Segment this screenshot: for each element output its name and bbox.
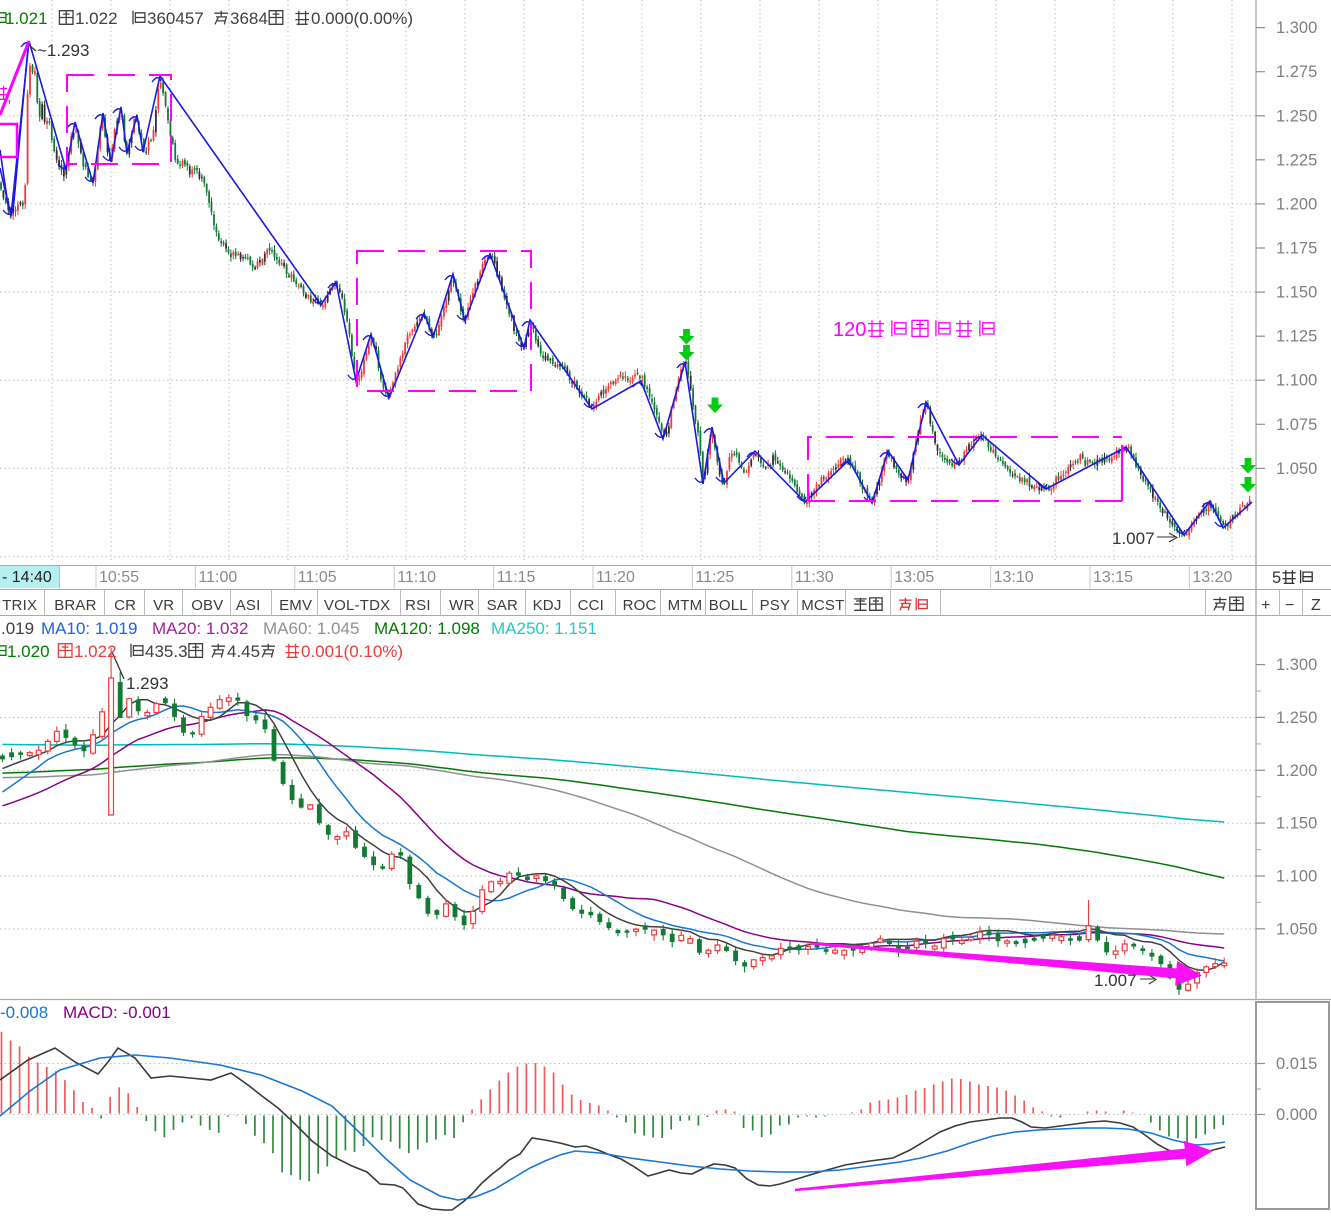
svg-text:1.300: 1.300 <box>1276 656 1317 674</box>
svg-text:MA20: 1.032: MA20: 1.032 <box>152 619 248 638</box>
svg-text:~1.293: ~1.293 <box>37 41 89 60</box>
svg-text:360457: 360457 <box>147 9 204 28</box>
svg-text:1.007: 1.007 <box>1112 529 1155 548</box>
svg-text:1.150: 1.150 <box>1276 815 1317 833</box>
svg-text:1.022: 1.022 <box>74 642 117 661</box>
svg-text:.019: .019 <box>1 619 34 638</box>
svg-text:1.175: 1.175 <box>1276 240 1317 258</box>
svg-text:PSY: PSY <box>760 597 791 614</box>
svg-text:1.020: 1.020 <box>7 642 50 661</box>
svg-text:OBV: OBV <box>191 597 223 614</box>
svg-text:13:20: 13:20 <box>1192 569 1232 586</box>
svg-text:1.275: 1.275 <box>1276 63 1317 81</box>
svg-text:4.45: 4.45 <box>227 642 260 661</box>
svg-text:0.001(0.10%): 0.001(0.10%) <box>301 642 403 661</box>
svg-text:11:25: 11:25 <box>695 569 734 586</box>
svg-text:11:30: 11:30 <box>795 569 834 586</box>
svg-text:1.200: 1.200 <box>1276 195 1317 213</box>
svg-text:MACD: -0.001: MACD: -0.001 <box>63 1003 171 1022</box>
svg-text:KDJ: KDJ <box>533 597 562 614</box>
svg-text:ASI: ASI <box>236 597 261 614</box>
svg-text:CCI: CCI <box>578 597 604 614</box>
svg-text:1.050: 1.050 <box>1276 460 1317 478</box>
svg-text:13:15: 13:15 <box>1093 569 1133 586</box>
svg-text:11:15: 11:15 <box>497 569 536 586</box>
svg-text:ROC: ROC <box>623 597 657 614</box>
svg-text:1.250: 1.250 <box>1276 107 1317 125</box>
svg-text:13:10: 13:10 <box>994 569 1034 586</box>
svg-text:BOLL: BOLL <box>709 597 748 614</box>
svg-text:10:55: 10:55 <box>99 569 139 586</box>
svg-text:RSI: RSI <box>405 597 431 614</box>
svg-text:1.007: 1.007 <box>1094 971 1137 990</box>
svg-text:1.225: 1.225 <box>1276 151 1317 169</box>
svg-text:1.293: 1.293 <box>126 674 169 693</box>
svg-text:VR: VR <box>153 597 174 614</box>
svg-text:0.015: 0.015 <box>1276 1055 1317 1073</box>
svg-text:1.125: 1.125 <box>1276 328 1317 346</box>
svg-text:−: − <box>1285 597 1294 614</box>
svg-text:1.022: 1.022 <box>75 9 118 28</box>
svg-text:1.200: 1.200 <box>1276 762 1317 780</box>
svg-text:0.000(0.00%): 0.000(0.00%) <box>311 9 413 28</box>
svg-text:3684: 3684 <box>230 9 268 28</box>
svg-text:SAR: SAR <box>487 597 518 614</box>
svg-text:MA10: 1.019: MA10: 1.019 <box>41 619 137 638</box>
svg-text:MTM: MTM <box>668 597 703 614</box>
svg-text:CR: CR <box>114 597 136 614</box>
svg-text:BRAR: BRAR <box>54 597 96 614</box>
svg-text:1.021: 1.021 <box>5 9 48 28</box>
svg-text:13:05: 13:05 <box>894 569 934 586</box>
svg-text:-0.008: -0.008 <box>0 1003 48 1022</box>
svg-text:11:00: 11:00 <box>198 569 237 586</box>
svg-text:1.300: 1.300 <box>1276 19 1317 37</box>
svg-text:+: + <box>1261 597 1270 614</box>
svg-text:1.100: 1.100 <box>1276 372 1317 390</box>
svg-text:Z: Z <box>1311 597 1321 614</box>
svg-text:435.3: 435.3 <box>145 642 188 661</box>
svg-text:120: 120 <box>833 319 866 341</box>
svg-text:MA60: 1.045: MA60: 1.045 <box>263 619 359 638</box>
svg-text:- 14:40: - 14:40 <box>2 569 52 586</box>
svg-text:1.050: 1.050 <box>1276 920 1317 938</box>
svg-text:1.075: 1.075 <box>1276 416 1317 434</box>
svg-text:MA250: 1.151: MA250: 1.151 <box>491 619 597 638</box>
svg-text:11:10: 11:10 <box>397 569 436 586</box>
svg-text:1.250: 1.250 <box>1276 709 1317 727</box>
svg-text:,: , <box>7 87 12 106</box>
svg-text:11:05: 11:05 <box>298 569 337 586</box>
svg-text:11:20: 11:20 <box>596 569 635 586</box>
svg-text:5: 5 <box>1272 569 1281 587</box>
svg-text:VOL-TDX: VOL-TDX <box>324 597 390 614</box>
svg-text:1.100: 1.100 <box>1276 868 1317 886</box>
svg-text:1.150: 1.150 <box>1276 284 1317 302</box>
svg-text:TRIX: TRIX <box>2 597 37 614</box>
svg-text:MA120: 1.098: MA120: 1.098 <box>374 619 480 638</box>
svg-text:WR: WR <box>449 597 474 614</box>
svg-text:MCST: MCST <box>801 597 844 614</box>
svg-text:EMV: EMV <box>279 597 312 614</box>
svg-text:0.000: 0.000 <box>1276 1106 1317 1124</box>
